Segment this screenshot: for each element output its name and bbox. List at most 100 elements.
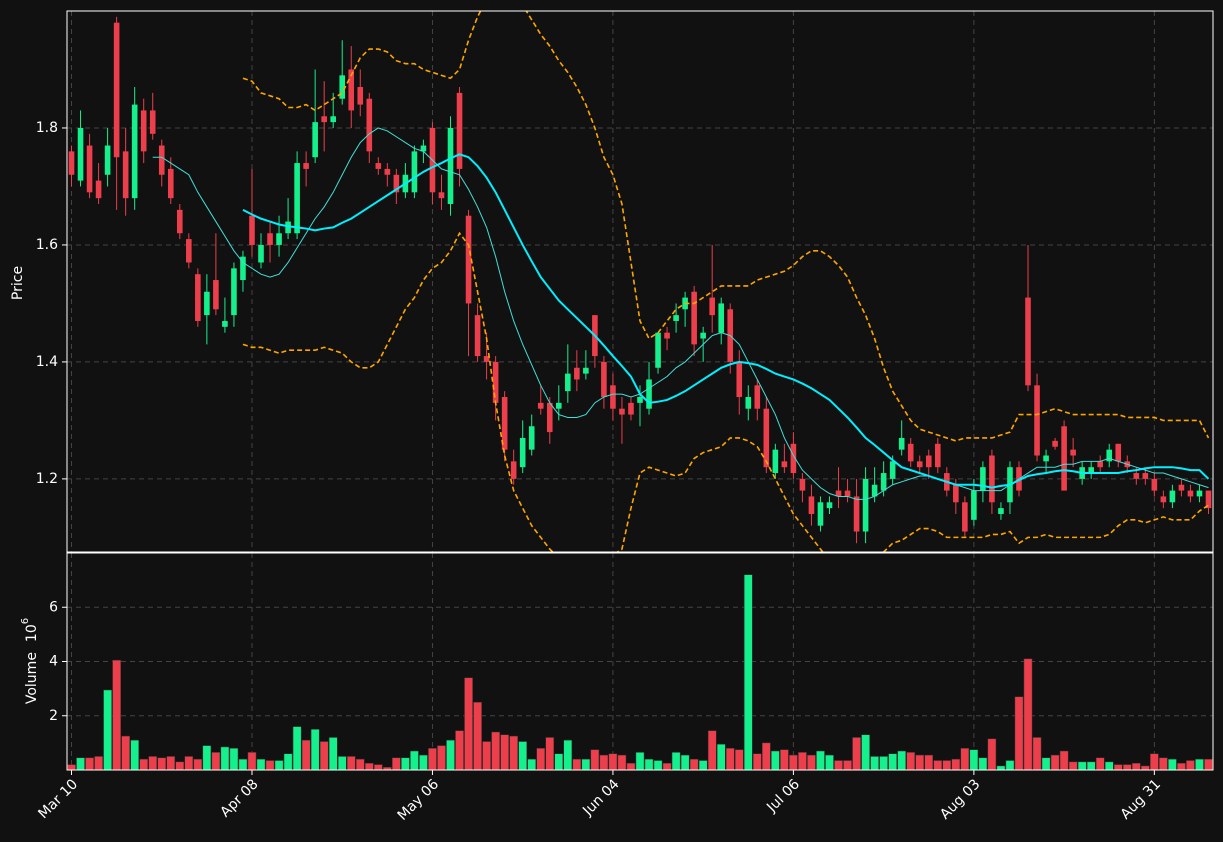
candle-body [574,367,580,380]
candle-body [799,478,806,491]
candle-body [898,437,905,450]
volume-bar [301,739,311,771]
volume-bar [924,754,934,771]
volume-bar [103,689,112,771]
price-frame [66,10,1214,553]
volume-bar [644,758,654,771]
volume-bar [112,659,121,771]
volume-bar [716,743,726,771]
candle-body [104,145,111,175]
scale-exp: 6 [20,618,31,624]
volume-bar [202,745,212,771]
volume-bar [256,758,266,771]
volume-bar [762,742,771,771]
volume-bar [1122,764,1132,771]
candle-body [321,116,327,123]
candle-body [619,408,625,415]
volume-bar [274,760,284,771]
candle-body [673,315,679,321]
volume-bar [734,749,744,771]
volume-bar [491,731,500,771]
candle-body [195,274,201,321]
candle-body [519,437,526,468]
volume-bar [455,730,464,771]
volume-bar [1050,754,1060,771]
volume-bar [843,760,852,771]
candle-body [934,443,941,468]
candle-body [393,174,400,193]
volume-bar [1195,758,1204,771]
candle-body [158,145,165,175]
volume-bar [238,758,248,771]
candle-body [1115,443,1122,462]
candle-body [700,332,706,339]
candle-body [492,361,499,403]
overlay-line [242,153,1210,489]
volume-axis-label: Volume 106 [20,618,40,704]
volume-bar [355,758,365,771]
y-tick-label: 1.2 [36,471,58,487]
volume-bar [861,734,870,771]
candle-body [781,461,788,468]
candle-body [998,508,1004,514]
volume-bar [951,758,961,771]
candle-body [537,402,544,409]
candle-body [339,75,346,99]
volume-bar [915,754,925,771]
candle-body [474,315,481,357]
volume-bar [608,753,618,771]
volume-bar [743,574,753,771]
volume-bar [870,756,879,771]
candle-body [113,22,120,158]
volume-bar [671,752,681,771]
volume-bar [689,758,699,771]
candle-body [420,145,427,152]
volume-bar [987,738,997,771]
candle-body [240,256,246,281]
candle-body [131,104,138,199]
overlay-line [242,11,1210,442]
candle-body [186,239,192,263]
volume-bar [509,735,518,771]
y-tick-label: 6 [49,599,58,615]
volume-bar [130,739,139,771]
candle-body [1043,455,1049,462]
volume-bar [1023,658,1033,771]
volume-bar [789,754,798,771]
candle-body [312,122,318,158]
candle-body [664,332,670,339]
volume-bar [364,762,374,771]
candle-body [1160,496,1167,503]
candle-body [357,87,364,105]
candle-body [610,385,616,409]
volume-bar [337,756,347,771]
volume-bar [1204,758,1213,771]
candle-body [646,379,652,409]
volume-bar [1131,762,1141,771]
volume-bar [536,748,546,771]
candle-body [285,221,291,234]
volume-bar [834,760,843,771]
y-tick-label: 1.8 [36,120,58,136]
candle-body [862,478,869,532]
candle-body [348,69,355,111]
volume-bar [590,749,600,771]
candle-body [628,402,634,415]
candle-body [411,151,418,193]
candle-body [294,163,300,234]
volume-bar [581,758,591,771]
volume-bar [888,753,897,771]
candle-body [213,280,219,310]
candle-body [971,490,977,520]
volume-bar [139,758,149,771]
candle-body [1142,473,1149,479]
candle-body [510,461,517,479]
volume-bar [599,754,609,771]
volume-bar [184,756,194,771]
candle-body [1196,490,1203,497]
volume-bar [653,760,663,771]
volume-bar [328,737,338,771]
candle-body [122,151,129,199]
candle-body [817,502,824,526]
candle-body [754,385,761,409]
